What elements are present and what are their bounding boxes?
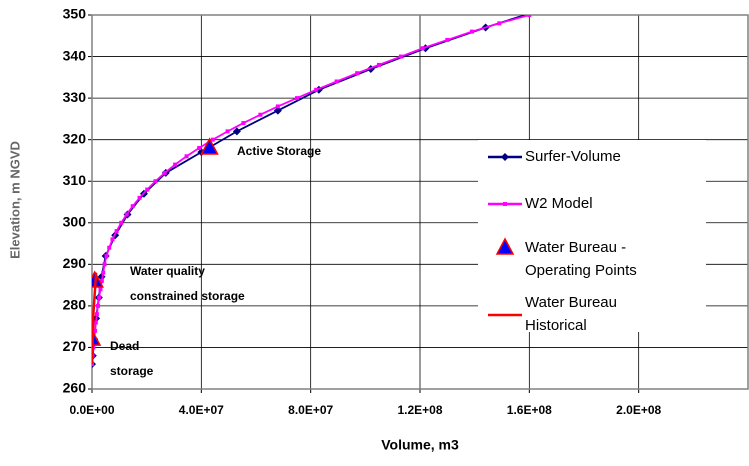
annotation: storage xyxy=(110,364,154,378)
square-marker xyxy=(241,121,246,126)
square-marker xyxy=(101,270,106,275)
square-marker xyxy=(197,145,202,150)
y-tick-label: 320 xyxy=(63,130,87,146)
square-marker xyxy=(445,37,450,42)
annotation: Water quality xyxy=(130,264,205,278)
x-tick-label: 1.2E+08 xyxy=(397,403,442,417)
legend-marker xyxy=(495,237,515,255)
x-tick-label: 2.0E+08 xyxy=(616,403,661,417)
square-marker xyxy=(184,154,189,159)
square-marker xyxy=(110,237,115,242)
x-tick-label: 1.6E+08 xyxy=(507,403,552,417)
x-tick-label: 8.0E+07 xyxy=(288,403,333,417)
square-marker xyxy=(210,137,215,142)
legend-label: Surfer-Volume xyxy=(525,148,621,165)
square-marker xyxy=(153,179,158,184)
annotation: constrained storage xyxy=(130,289,245,303)
square-marker xyxy=(96,303,101,308)
legend-marker xyxy=(501,153,509,161)
diamond-marker xyxy=(232,127,241,136)
square-marker xyxy=(93,320,98,325)
annotation: Active Storage xyxy=(237,144,321,158)
square-marker xyxy=(145,187,150,192)
square-marker xyxy=(334,79,339,84)
square-marker xyxy=(107,245,112,250)
square-marker xyxy=(130,204,135,209)
square-marker xyxy=(98,287,103,292)
legend-marker xyxy=(503,202,507,206)
x-axis-label: Volume, m3 xyxy=(381,437,459,453)
square-marker xyxy=(104,254,109,259)
y-tick-label: 300 xyxy=(63,213,87,229)
square-marker xyxy=(527,15,532,17)
y-tick-label: 270 xyxy=(63,338,87,354)
square-marker xyxy=(114,229,119,234)
x-tick-label: 4.0E+07 xyxy=(179,403,224,417)
square-marker xyxy=(97,295,102,300)
square-marker xyxy=(93,328,98,333)
square-marker xyxy=(275,104,280,109)
legend-label: Water Bureau -Operating Points xyxy=(525,239,637,279)
square-marker xyxy=(314,87,319,92)
triangle-marker xyxy=(200,137,219,155)
square-marker xyxy=(94,312,99,317)
y-tick-label: 350 xyxy=(63,6,87,22)
square-marker xyxy=(102,262,107,267)
diamond-marker xyxy=(273,106,282,115)
series-line xyxy=(92,272,98,365)
plot-layer xyxy=(92,15,532,369)
square-marker xyxy=(162,170,167,175)
y-tick-label: 260 xyxy=(63,380,87,396)
plot-border xyxy=(91,14,749,390)
legend-box xyxy=(478,140,706,332)
square-marker xyxy=(119,220,124,225)
annotation: Dead xyxy=(110,339,139,353)
square-marker xyxy=(124,212,129,217)
legend-label: Water Bureau Historical xyxy=(525,294,617,334)
square-marker xyxy=(295,96,299,101)
square-marker xyxy=(137,195,142,200)
square-marker xyxy=(497,21,502,26)
square-marker xyxy=(173,162,178,167)
y-axis-label: Elevation, m NGVD xyxy=(7,141,22,259)
square-marker xyxy=(355,71,360,76)
square-marker xyxy=(225,129,230,134)
square-marker xyxy=(420,46,425,51)
square-marker xyxy=(258,112,263,117)
y-tick-label: 340 xyxy=(63,47,87,63)
y-tick-label: 280 xyxy=(63,297,87,313)
x-tick-label: 0.0E+00 xyxy=(69,403,114,417)
square-marker xyxy=(398,54,403,59)
square-marker xyxy=(99,278,104,283)
y-tick-label: 310 xyxy=(63,172,87,188)
y-tick-label: 330 xyxy=(63,89,87,105)
legend-label: W2 Model xyxy=(525,195,593,212)
y-tick-label: 290 xyxy=(63,255,87,271)
square-marker xyxy=(469,29,474,34)
triangle-marker xyxy=(92,328,102,346)
square-marker xyxy=(377,62,381,67)
